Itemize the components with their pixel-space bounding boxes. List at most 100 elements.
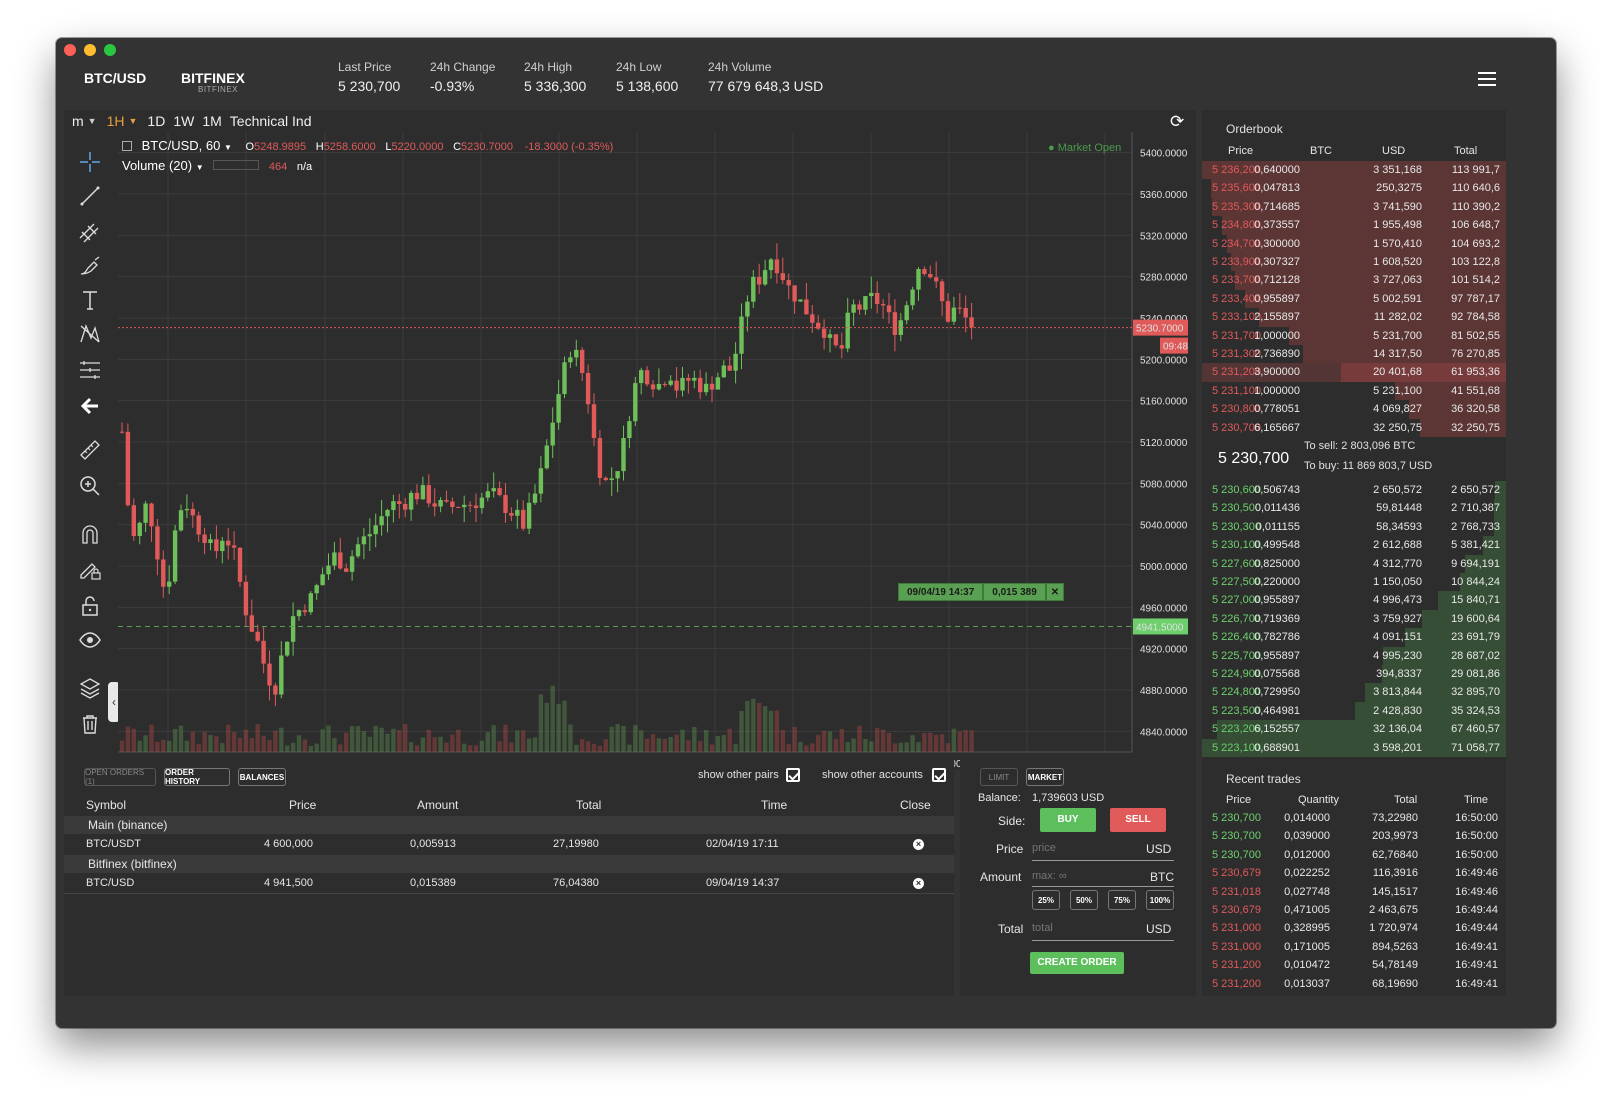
ask-row[interactable]: 5 233,900 0,307327 1 608,520 103 122,8 [1202,253,1506,272]
timeframe-1m[interactable]: 1M [202,113,222,129]
ask-row[interactable]: 5 231,200 3,900000 20 401,68 61 953,36 [1202,363,1506,382]
close-order-icon[interactable]: × [913,878,924,889]
indicator-controls[interactable] [213,160,260,170]
exchange-selector[interactable]: BITFINEX [181,70,245,86]
price-input[interactable] [1032,838,1142,858]
chevron-down-icon[interactable]: ▼ [224,143,232,152]
candle-body [939,281,945,302]
order-line-cancel-button[interactable]: ✕ [1045,583,1065,601]
depth-bar [1202,738,1506,757]
lock-pencil-icon[interactable] [78,558,102,582]
tab-open-orders[interactable]: OPEN ORDERS (1) [84,768,156,786]
measure-levels-icon[interactable] [78,358,102,382]
depth-bar [1231,253,1506,272]
bid-row[interactable]: 5 230,500 0,011436 59,81448 2 710,387 [1202,499,1506,518]
text-icon[interactable] [78,288,102,312]
chart-symbol[interactable]: BTC/USD, 60 [141,138,221,153]
ask-row[interactable]: 5 235,300 0,714685 3 741,590 110 390,2 [1202,197,1506,217]
amount-input[interactable] [1032,866,1142,886]
timeframe-1d[interactable]: 1D [147,113,166,129]
zoom-icon[interactable] [78,474,102,498]
table-row[interactable]: BTC/USD 4 941,500 0,015389 76,04380 09/0… [64,874,954,892]
trend-line-icon[interactable] [78,184,102,208]
ask-row[interactable]: 5 233,700 0,712128 3 727,063 101 514,2 [1202,271,1506,290]
price-chart[interactable]: 5400.0000 5360.0000 5320.0000 5280.0000 5240… [118,132,1193,770]
buy-button[interactable]: BUY [1040,808,1096,832]
collapse-legend-icon[interactable] [122,141,132,151]
bid-row[interactable]: 5 223,200 6,152557 32 136,04 67 460,57 [1202,720,1506,739]
technical-indicators-button[interactable]: Technical Ind [229,113,312,129]
ask-row[interactable]: 5 236,200 0,640000 3 351,168 113 991,7 [1202,161,1506,180]
tab-market[interactable]: MARKET [1026,768,1064,786]
crosshair-icon[interactable] [78,150,102,174]
total-input[interactable] [1032,918,1142,938]
pair-selector[interactable]: BTC/USD [84,70,147,86]
collapse-chevron-icon[interactable]: ‹ [108,682,120,722]
layers-icon[interactable] [78,676,102,700]
ask-row[interactable]: 5 231,100 1,000000 5 231,100 41 551,68 [1202,381,1506,401]
show-other-pairs-checkbox[interactable] [786,768,800,782]
back-arrow-icon[interactable] [78,394,102,418]
eye-icon[interactable] [78,628,102,652]
menu-icon[interactable] [1478,72,1496,90]
volume-bar [762,706,768,752]
ask-row[interactable]: 5 233,100 2,155897 11 282,02 92 784,58 [1202,308,1506,327]
tab-order-history[interactable]: ORDER HISTORY [164,768,230,786]
order-line-label[interactable]: 09/04/19 14:37 0,015 389 ✕ [898,583,1065,601]
show-other-accounts-checkbox[interactable] [932,768,946,782]
pattern-icon[interactable] [78,322,102,346]
candle-body [444,500,449,502]
volume-bar [662,738,667,752]
chevron-down-icon[interactable]: ▼ [128,116,138,126]
minimize-window-button[interactable] [84,44,96,56]
table-row[interactable]: BTC/USDT 4 600,000 0,005913 27,19980 02/… [64,835,954,853]
close-window-button[interactable] [64,44,76,56]
volume-indicator-label[interactable]: Volume (20) [122,158,193,173]
unlock-icon[interactable] [78,594,102,618]
create-order-button[interactable]: CREATE ORDER [1030,952,1124,974]
ask-row[interactable]: 5 231,300 2,736890 14 317,50 76 270,85 [1202,345,1506,364]
chart-canvas[interactable]: 5400.0000 5360.0000 5320.0000 5280.0000 5240… [118,132,1193,770]
timeframe-1h[interactable]: 1H [106,113,125,129]
sell-button[interactable]: SELL [1110,808,1166,832]
brush-icon[interactable] [78,254,102,278]
bid-row[interactable]: 5 223,500 0,464981 2 428,830 35 324,53 [1202,701,1506,721]
volume-ma-value: n/a [296,161,313,173]
bid-row[interactable]: 5 226,700 0,719369 3 759,927 19 600,64 [1202,609,1506,629]
percent-25-button[interactable]: 25% [1032,890,1060,910]
fib-icon[interactable] [78,220,102,244]
ask-row[interactable]: 5 235,600 0,047813 250,3275 110 640,6 [1202,179,1506,198]
bid-row[interactable]: 5 225,700 0,955897 4 995,230 28 687,02 [1202,646,1506,665]
ask-row[interactable]: 5 233,400 0,955897 5 002,591 97 787,17 [1202,289,1506,309]
ask-row[interactable]: 5 234,700 0,300000 1 570,410 104 693,2 [1202,234,1506,253]
bid-row[interactable]: 5 227,500 0,220000 1 150,050 10 844,24 [1202,573,1506,592]
ask-row[interactable]: 5 230,800 0,778051 4 069,827 36 320,58 [1202,400,1506,419]
close-order-icon[interactable]: × [913,839,924,850]
tab-limit[interactable]: LIMIT [980,768,1018,786]
bid-row[interactable]: 5 230,100 0,499548 2 612,688 5 381,421 [1202,536,1506,555]
timeframe-1w[interactable]: 1W [173,113,195,129]
tab-balances[interactable]: BALANCES [238,768,286,786]
bid-row[interactable]: 5 226,400 0,782786 4 091,151 23 691,79 [1202,628,1506,647]
trash-icon[interactable] [78,712,102,736]
percent-75-button[interactable]: 75% [1108,890,1136,910]
ask-row[interactable]: 5 234,800 0,373557 1 955,498 106 648,7 [1202,216,1506,235]
bid-row[interactable]: 5 223,100 0,688901 3 598,201 71 058,77 [1202,738,1506,757]
chevron-down-icon[interactable]: ▼ [87,116,97,126]
percent-50-button[interactable]: 50% [1070,890,1098,910]
bid-row[interactable]: 5 230,300 0,011155 58,34593 2 768,733 [1202,517,1506,537]
bid-row[interactable]: 5 227,600 0,825000 4 312,770 9 694,191 [1202,554,1506,573]
timeframe-minutes[interactable]: m [72,113,84,129]
refresh-icon[interactable]: ⟳ [1170,112,1185,131]
ask-row[interactable]: 5 231,700 1,000000 5 231,700 81 502,55 [1202,326,1506,345]
bid-row[interactable]: 5 227,000 0,955897 4 996,473 15 840,71 [1202,591,1506,610]
percent-100-button[interactable]: 100% [1146,890,1174,910]
ask-row[interactable]: 5 230,700 6,165667 32 250,75 32 250,75 [1202,418,1506,437]
ruler-icon[interactable] [78,438,102,462]
bid-row[interactable]: 5 224,800 0,729950 3 813,844 32 895,70 [1202,683,1506,702]
bid-row[interactable]: 5 224,900 0,075568 394,8337 29 081,86 [1202,665,1506,684]
bid-row[interactable]: 5 230,600 0,506743 2 650,572 2 650,572 [1202,481,1506,500]
magnet-icon[interactable] [78,522,102,546]
chevron-down-icon[interactable]: ▼ [195,163,204,172]
maximize-window-button[interactable] [104,44,116,56]
